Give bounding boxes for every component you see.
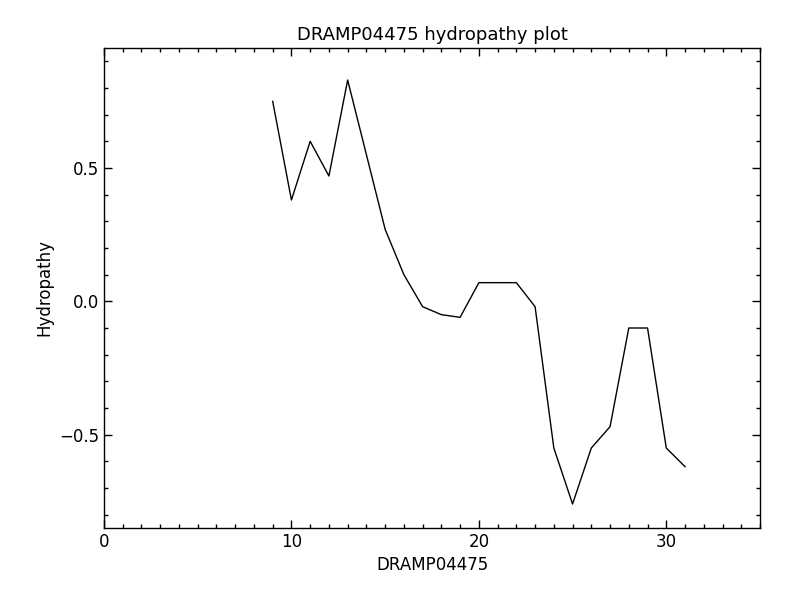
Y-axis label: Hydropathy: Hydropathy [35, 239, 54, 337]
Title: DRAMP04475 hydropathy plot: DRAMP04475 hydropathy plot [297, 26, 567, 44]
X-axis label: DRAMP04475: DRAMP04475 [376, 556, 488, 574]
